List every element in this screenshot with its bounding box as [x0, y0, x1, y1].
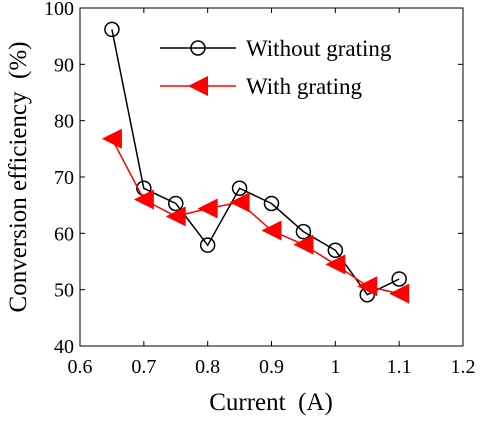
series-line-0	[111, 29, 400, 296]
x-tick-label: 1.2	[451, 356, 476, 378]
legend: Without grating With grating	[160, 36, 392, 99]
data-point	[133, 189, 154, 210]
data-point	[327, 242, 344, 258]
legend-marker-with-grating	[188, 76, 208, 96]
y-axis-title: Conversion efficiency (%)	[5, 42, 32, 313]
y-tick-label: 80	[54, 111, 74, 133]
y-tick-label: 60	[54, 223, 74, 245]
data-point	[231, 180, 248, 197]
x-tick-label: 0.7	[131, 356, 156, 378]
data-point	[261, 220, 282, 241]
data-point	[263, 195, 280, 212]
data-point	[293, 234, 314, 255]
x-tick-label: 1	[330, 356, 340, 378]
axis-layer: 0.6 0.7 0.8 0.9 1 1.1 1.2 40 50 60 70 80 90 100	[44, 0, 476, 378]
data-point	[357, 276, 378, 297]
data-point	[295, 223, 312, 240]
data-point	[325, 254, 346, 275]
x-tick-label: 0.8	[195, 356, 220, 378]
legend-label-without-grating: Without grating	[246, 36, 392, 61]
legend-label-with-grating: With grating	[246, 74, 362, 99]
data-point	[101, 128, 122, 149]
series-layer	[101, 21, 410, 304]
x-tick-label: 0.9	[259, 356, 284, 378]
x-tick-label: 0.6	[68, 356, 93, 378]
legend-marker-without-grating	[190, 40, 206, 56]
x-tick-label: 1.1	[387, 356, 412, 378]
y-tick-label: 70	[54, 167, 74, 189]
data-point	[168, 195, 184, 212]
y-tick-label: 50	[54, 280, 74, 302]
series-line-1	[111, 138, 400, 295]
y-tick-label: 40	[54, 336, 74, 358]
data-point	[199, 237, 216, 253]
y-tick-label: 100	[44, 0, 74, 20]
data-point	[389, 283, 410, 304]
x-axis-title: Current (A)	[209, 389, 333, 416]
data-point	[229, 192, 250, 213]
data-point	[197, 198, 218, 219]
series-0	[104, 21, 407, 303]
y-tick-label: 90	[54, 54, 74, 76]
data-point	[391, 271, 407, 287]
data-point	[165, 206, 186, 227]
data-point	[104, 21, 120, 38]
series-1	[101, 128, 410, 304]
